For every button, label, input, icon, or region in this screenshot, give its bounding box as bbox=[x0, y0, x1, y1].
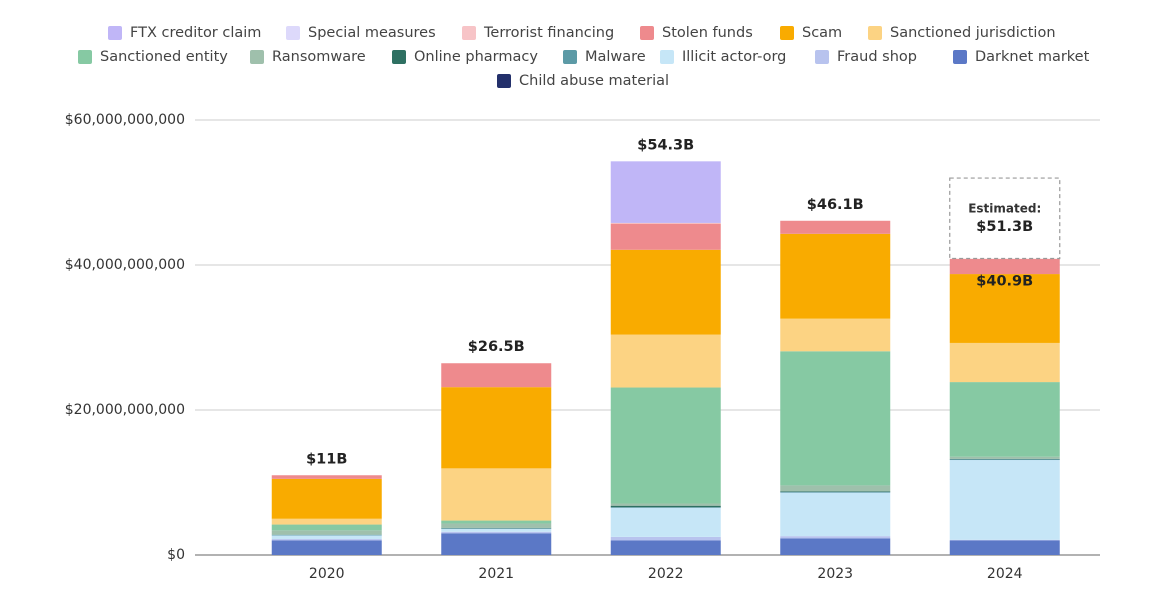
bar-segment bbox=[780, 233, 891, 319]
legend-label: Darknet market bbox=[975, 49, 1090, 65]
bar-segment bbox=[441, 363, 552, 388]
y-tick-label: $40,000,000,000 bbox=[65, 257, 185, 273]
bar-segment bbox=[610, 503, 721, 506]
bar-segment bbox=[441, 533, 552, 555]
legend-label: Malware bbox=[585, 49, 646, 65]
bar-segment bbox=[780, 538, 891, 555]
legend-swatch bbox=[78, 50, 92, 64]
legend-label: Scam bbox=[802, 25, 842, 41]
legend-label: Sanctioned jurisdiction bbox=[890, 25, 1056, 41]
total-label: $40.9B bbox=[976, 273, 1033, 289]
bar-segment bbox=[271, 530, 382, 535]
bar-segment bbox=[780, 536, 891, 539]
bar-segment bbox=[271, 534, 382, 536]
bar-segment bbox=[271, 540, 382, 555]
bar-segment bbox=[271, 524, 382, 531]
x-tick-label: 2021 bbox=[478, 566, 514, 582]
bar-segment bbox=[780, 492, 891, 537]
estimate-value: $51.3B bbox=[976, 219, 1033, 235]
bar-segment bbox=[610, 334, 721, 388]
bar-segment bbox=[610, 536, 721, 541]
legend-swatch bbox=[563, 50, 577, 64]
estimate-label: Estimated: bbox=[968, 202, 1041, 216]
legend-swatch bbox=[286, 26, 300, 40]
bar-segment bbox=[271, 518, 382, 525]
legend-swatch bbox=[640, 26, 654, 40]
bar-segment bbox=[949, 382, 1060, 457]
bar-segment bbox=[271, 475, 382, 479]
legend-swatch bbox=[392, 50, 406, 64]
legend-label: Stolen funds bbox=[662, 25, 753, 41]
bar-segment bbox=[949, 539, 1060, 541]
x-tick-label: 2023 bbox=[817, 566, 853, 582]
bar-segment bbox=[441, 528, 552, 529]
bar-segment bbox=[780, 318, 891, 352]
total-label: $46.1B bbox=[807, 197, 864, 213]
bar-segment bbox=[610, 222, 721, 224]
bar-segment bbox=[780, 491, 891, 493]
bar-segment bbox=[949, 460, 1060, 540]
estimate-box bbox=[949, 177, 1061, 260]
legend-label: Illicit actor-org bbox=[682, 49, 786, 65]
legend-swatch bbox=[953, 50, 967, 64]
bar-segment bbox=[949, 540, 1060, 555]
bar-segment bbox=[610, 505, 721, 508]
legend-swatch bbox=[815, 50, 829, 64]
bar-segment bbox=[610, 161, 721, 223]
bar-segment bbox=[441, 468, 552, 521]
bar-segment bbox=[780, 351, 891, 486]
legend-label: Child abuse material bbox=[519, 73, 669, 89]
bar-segment bbox=[610, 507, 721, 508]
total-label: $11B bbox=[306, 451, 347, 467]
x-tick-label: 2024 bbox=[987, 566, 1023, 582]
bar-segment bbox=[610, 249, 721, 335]
x-tick-label: 2020 bbox=[309, 566, 345, 582]
bar-segment bbox=[441, 523, 552, 528]
legend-swatch bbox=[868, 26, 882, 40]
legend-label: Ransomware bbox=[272, 49, 366, 65]
bar-segment bbox=[610, 223, 721, 250]
bar-segment bbox=[441, 531, 552, 534]
legend-swatch bbox=[250, 50, 264, 64]
legend-label: Online pharmacy bbox=[414, 49, 538, 65]
bar-segment bbox=[441, 528, 552, 532]
legend-swatch bbox=[108, 26, 122, 40]
bar-segment bbox=[271, 478, 382, 519]
y-tick-label: $20,000,000,000 bbox=[65, 402, 185, 418]
legend-label: Terrorist financing bbox=[483, 25, 614, 41]
bar-segment bbox=[780, 485, 891, 492]
legend-label: Special measures bbox=[308, 25, 436, 41]
bar-segment bbox=[949, 456, 1060, 459]
y-tick-label: $0 bbox=[167, 547, 185, 563]
x-tick-label: 2022 bbox=[648, 566, 684, 582]
bar-segment bbox=[780, 220, 891, 234]
legend-label: Sanctioned entity bbox=[100, 49, 228, 65]
bar-segment bbox=[610, 387, 721, 504]
total-label: $26.5B bbox=[468, 339, 525, 355]
legend-swatch bbox=[497, 74, 511, 88]
bar-segment bbox=[610, 507, 721, 537]
legend-label: Fraud shop bbox=[837, 49, 917, 65]
bar-segment bbox=[610, 540, 721, 555]
bar-segment bbox=[949, 342, 1060, 383]
y-tick-label: $60,000,000,000 bbox=[65, 112, 185, 128]
legend-label: FTX creditor claim bbox=[130, 25, 261, 41]
bar-segment bbox=[780, 491, 891, 492]
legend-swatch bbox=[780, 26, 794, 40]
legend-swatch bbox=[462, 26, 476, 40]
bar-segment bbox=[949, 258, 1060, 275]
bar-segment bbox=[441, 387, 552, 469]
bar-segment bbox=[949, 459, 1060, 461]
legend-swatch bbox=[660, 50, 674, 64]
total-label: $54.3B bbox=[637, 137, 694, 153]
bar-segment bbox=[271, 539, 382, 541]
bar-segment bbox=[949, 274, 1060, 343]
bar-segment bbox=[271, 535, 382, 540]
bar-segment bbox=[441, 520, 552, 524]
